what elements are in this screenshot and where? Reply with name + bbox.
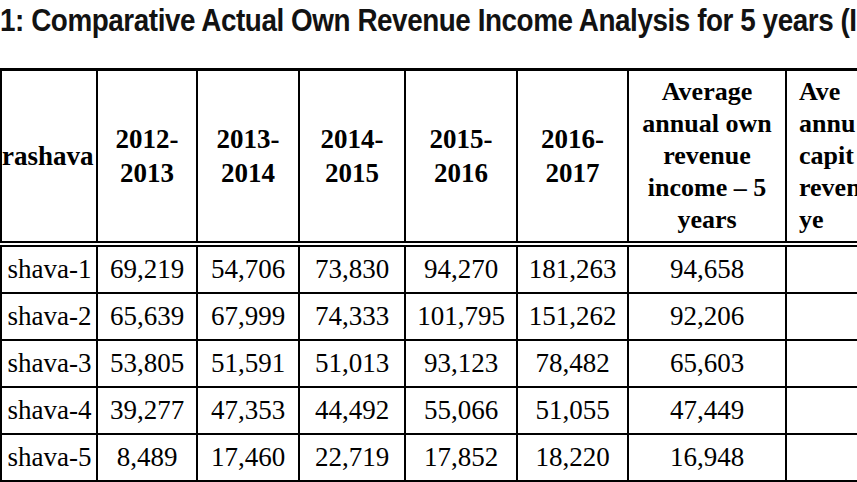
- header-line: income – 5: [629, 172, 785, 204]
- cell-2016-2017: 18,220: [517, 434, 628, 482]
- cell-2013-2014: 47,353: [197, 387, 299, 434]
- cell-2016-2017: 181,263: [517, 244, 628, 293]
- cell-2015-2016: 101,795: [405, 293, 517, 340]
- cell-2012-2013: 53,805: [97, 340, 197, 387]
- header-average-annual-own-revenue: Average annual own revenue income – 5 ye…: [628, 70, 786, 245]
- row-label: shava-1: [1, 244, 97, 293]
- row-label: shava-2: [1, 293, 97, 340]
- cell-2012-2013: 8,489: [97, 434, 197, 482]
- table-row: shava-5 8,489 17,460 22,719 17,852 18,22…: [1, 434, 857, 482]
- cell-2013-2014: 67,999: [197, 293, 299, 340]
- cell-2012-2013: 65,639: [97, 293, 197, 340]
- cell-2012-2013: 69,219: [97, 244, 197, 293]
- table-row: shava-3 53,805 51,591 51,013 93,123 78,4…: [1, 340, 857, 387]
- cell-2013-2014: 17,460: [197, 434, 299, 482]
- header-average-per-capita-clipped: Ave annu capit reven ye: [786, 70, 857, 245]
- cell-2012-2013: 39,277: [97, 387, 197, 434]
- header-year-2014-2015: 2014-2015: [299, 70, 405, 245]
- cell-per-capita-clipped: 97: [786, 434, 857, 482]
- header-line: Average: [629, 76, 785, 108]
- cell-2016-2017: 51,055: [517, 387, 628, 434]
- header-year-2013-2014: 2013-2014: [197, 70, 299, 245]
- header-line: capit: [787, 140, 857, 172]
- header-year-2015-2016: 2015-2016: [405, 70, 517, 245]
- cell-2013-2014: 54,706: [197, 244, 299, 293]
- cell-2014-2015: 74,333: [299, 293, 405, 340]
- cell-2016-2017: 78,482: [517, 340, 628, 387]
- cell-2016-2017: 151,262: [517, 293, 628, 340]
- cell-average-annual: 47,449: [628, 387, 786, 434]
- table-header: rashava 2012-2013 2013-2014 2014-2015 20…: [1, 70, 857, 245]
- header-line: reven: [787, 172, 857, 204]
- revenue-table: rashava 2012-2013 2013-2014 2014-2015 20…: [0, 68, 857, 482]
- cell-2015-2016: 93,123: [405, 340, 517, 387]
- cell-2014-2015: 22,719: [299, 434, 405, 482]
- cell-2014-2015: 73,830: [299, 244, 405, 293]
- header-year-2012-2013: 2012-2013: [97, 70, 197, 245]
- cell-2015-2016: 94,270: [405, 244, 517, 293]
- cell-2015-2016: 55,066: [405, 387, 517, 434]
- cell-2015-2016: 17,852: [405, 434, 517, 482]
- cell-per-capita-clipped: 68: [786, 387, 857, 434]
- row-label: shava-3: [1, 340, 97, 387]
- header-line: Ave: [787, 76, 857, 108]
- cell-2013-2014: 51,591: [197, 340, 299, 387]
- table-caption: 1: Comparative Actual Own Revenue Income…: [0, 0, 857, 40]
- table-row: shava-2 65,639 67,999 74,333 101,795 151…: [1, 293, 857, 340]
- cell-per-capita-clipped: 89: [786, 293, 857, 340]
- header-line: annual own: [629, 108, 785, 140]
- cell-average-annual: 16,948: [628, 434, 786, 482]
- header-row: rashava 2012-2013 2013-2014 2014-2015 20…: [1, 70, 857, 245]
- header-line: annu: [787, 108, 857, 140]
- cell-average-annual: 94,658: [628, 244, 786, 293]
- table-body: shava-1 69,219 54,706 73,830 94,270 181,…: [1, 244, 857, 482]
- cell-2014-2015: 44,492: [299, 387, 405, 434]
- header-line: ye: [787, 204, 857, 236]
- row-label: shava-5: [1, 434, 97, 482]
- header-year-2016-2017: 2016-2017: [517, 70, 628, 245]
- header-line: revenue: [629, 140, 785, 172]
- cell-2014-2015: 51,013: [299, 340, 405, 387]
- cell-per-capita-clipped: 1,3: [786, 340, 857, 387]
- header-line: years: [629, 204, 785, 236]
- row-label: shava-4: [1, 387, 97, 434]
- table-row: shava-1 69,219 54,706 73,830 94,270 181,…: [1, 244, 857, 293]
- cell-average-annual: 92,206: [628, 293, 786, 340]
- cell-per-capita-clipped: 87: [786, 244, 857, 293]
- table-row: shava-4 39,277 47,353 44,492 55,066 51,0…: [1, 387, 857, 434]
- header-paurashava: rashava: [1, 70, 97, 245]
- cell-average-annual: 65,603: [628, 340, 786, 387]
